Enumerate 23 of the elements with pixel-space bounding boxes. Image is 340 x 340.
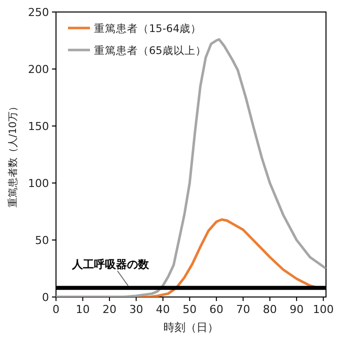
x-axis-title: 時刻（日）	[164, 321, 218, 334]
x-tick-label: 90	[290, 303, 304, 316]
x-tick-label: 10	[76, 303, 90, 316]
ref-line-label: 人工呼吸器の数	[71, 258, 150, 271]
x-tick-label: 0	[52, 303, 60, 316]
y-tick-label: 0	[42, 291, 49, 304]
y-axis-title: 重篤患者数（人/10万）	[7, 101, 19, 208]
x-tick-label: 20	[102, 303, 116, 316]
x-tick-label: 50	[182, 303, 197, 316]
y-tick-label: 200	[28, 63, 49, 76]
legend-label: 重篤患者（65歳以上）	[94, 44, 206, 57]
y-tick-label: 150	[28, 120, 49, 133]
x-tick-label: 80	[262, 303, 277, 316]
x-tick-label: 30	[129, 303, 144, 316]
x-tick-label: 70	[236, 303, 250, 316]
x-tick-label: 60	[209, 303, 224, 316]
line-series	[56, 38, 326, 297]
y-tick-label: 100	[28, 177, 49, 190]
x-tick-label: 40	[156, 303, 170, 316]
x-tick-label: 100	[312, 303, 334, 316]
legend-label: 重篤患者（15-64歳）	[94, 22, 202, 35]
y-tick-label: 250	[28, 6, 49, 19]
y-tick-label: 50	[35, 234, 49, 247]
